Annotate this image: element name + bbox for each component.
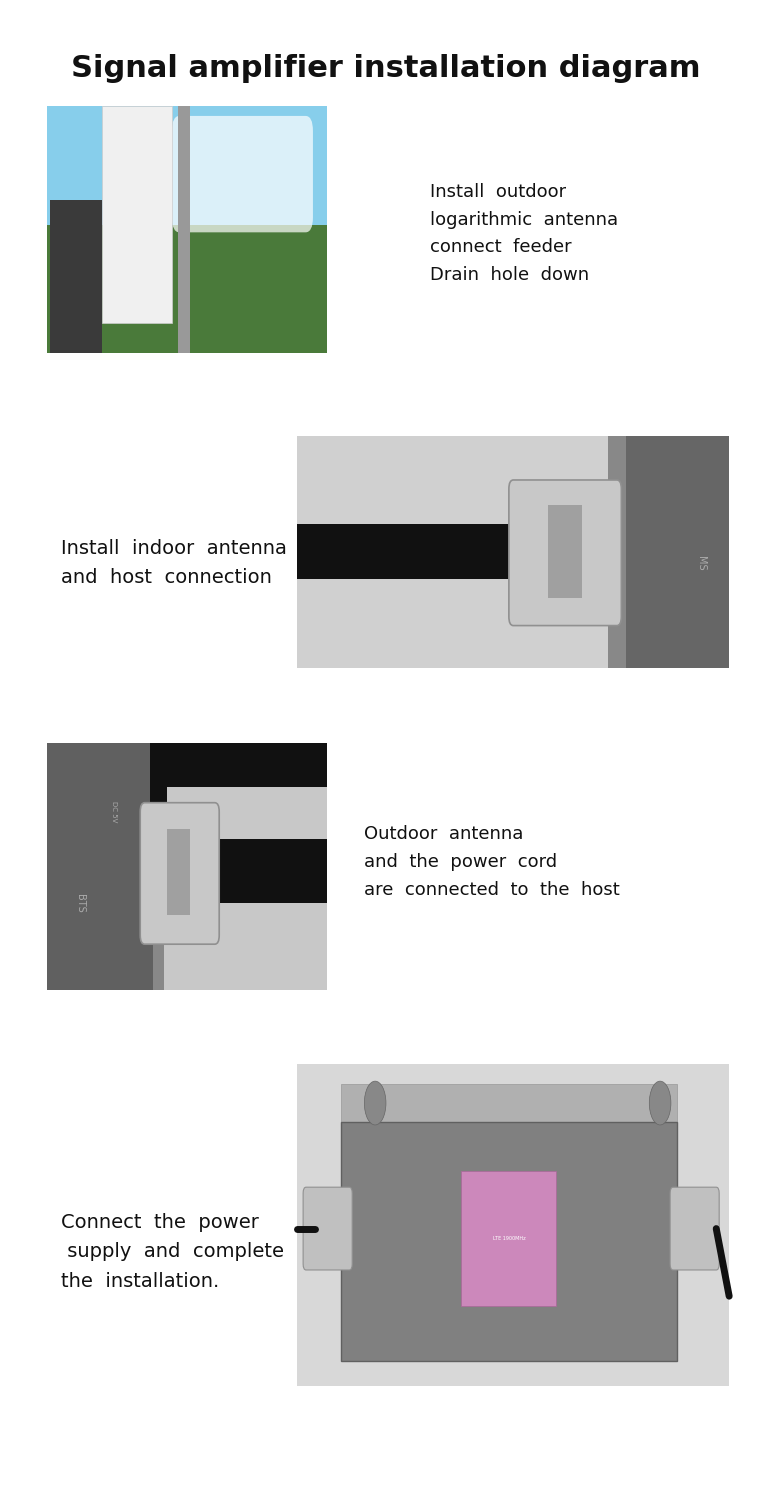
FancyBboxPatch shape (297, 1065, 730, 1386)
FancyBboxPatch shape (621, 435, 730, 668)
Polygon shape (151, 742, 327, 816)
Circle shape (364, 1082, 386, 1125)
FancyBboxPatch shape (670, 1186, 720, 1270)
FancyBboxPatch shape (50, 200, 102, 352)
FancyBboxPatch shape (608, 435, 625, 668)
Text: Install  indoor  antenna
and  host  connection: Install indoor antenna and host connecti… (61, 538, 287, 586)
FancyBboxPatch shape (102, 106, 172, 324)
FancyBboxPatch shape (46, 225, 327, 352)
Text: Install  outdoor
logarithmic  antenna
connect  feeder
Drain  hole  down: Install outdoor logarithmic antenna conn… (430, 183, 618, 284)
FancyBboxPatch shape (340, 1122, 677, 1360)
FancyBboxPatch shape (297, 524, 530, 579)
FancyBboxPatch shape (509, 480, 621, 626)
FancyBboxPatch shape (462, 1170, 557, 1306)
Text: MS: MS (696, 556, 706, 570)
FancyBboxPatch shape (297, 435, 730, 668)
FancyBboxPatch shape (46, 742, 159, 990)
FancyBboxPatch shape (141, 802, 219, 944)
FancyBboxPatch shape (167, 830, 190, 915)
FancyBboxPatch shape (303, 1186, 352, 1270)
FancyBboxPatch shape (46, 742, 327, 990)
FancyBboxPatch shape (172, 116, 313, 232)
Circle shape (649, 1082, 671, 1125)
Text: BTS: BTS (75, 894, 85, 912)
FancyBboxPatch shape (178, 106, 190, 352)
Text: Outdoor  antenna
and  the  power  cord
are  connected  to  the  host: Outdoor antenna and the power cord are c… (364, 825, 620, 898)
FancyBboxPatch shape (215, 839, 327, 903)
Text: Connect  the  power
 supply  and  complete
the  installation.: Connect the power supply and complete th… (61, 1212, 284, 1290)
FancyBboxPatch shape (548, 506, 582, 598)
Text: Signal amplifier installation diagram: Signal amplifier installation diagram (71, 54, 701, 84)
FancyBboxPatch shape (46, 106, 327, 352)
FancyBboxPatch shape (153, 742, 164, 990)
Text: LTE 1900MHz: LTE 1900MHz (493, 1236, 526, 1240)
Text: DC 5V: DC 5V (111, 801, 117, 822)
FancyBboxPatch shape (340, 1083, 677, 1122)
